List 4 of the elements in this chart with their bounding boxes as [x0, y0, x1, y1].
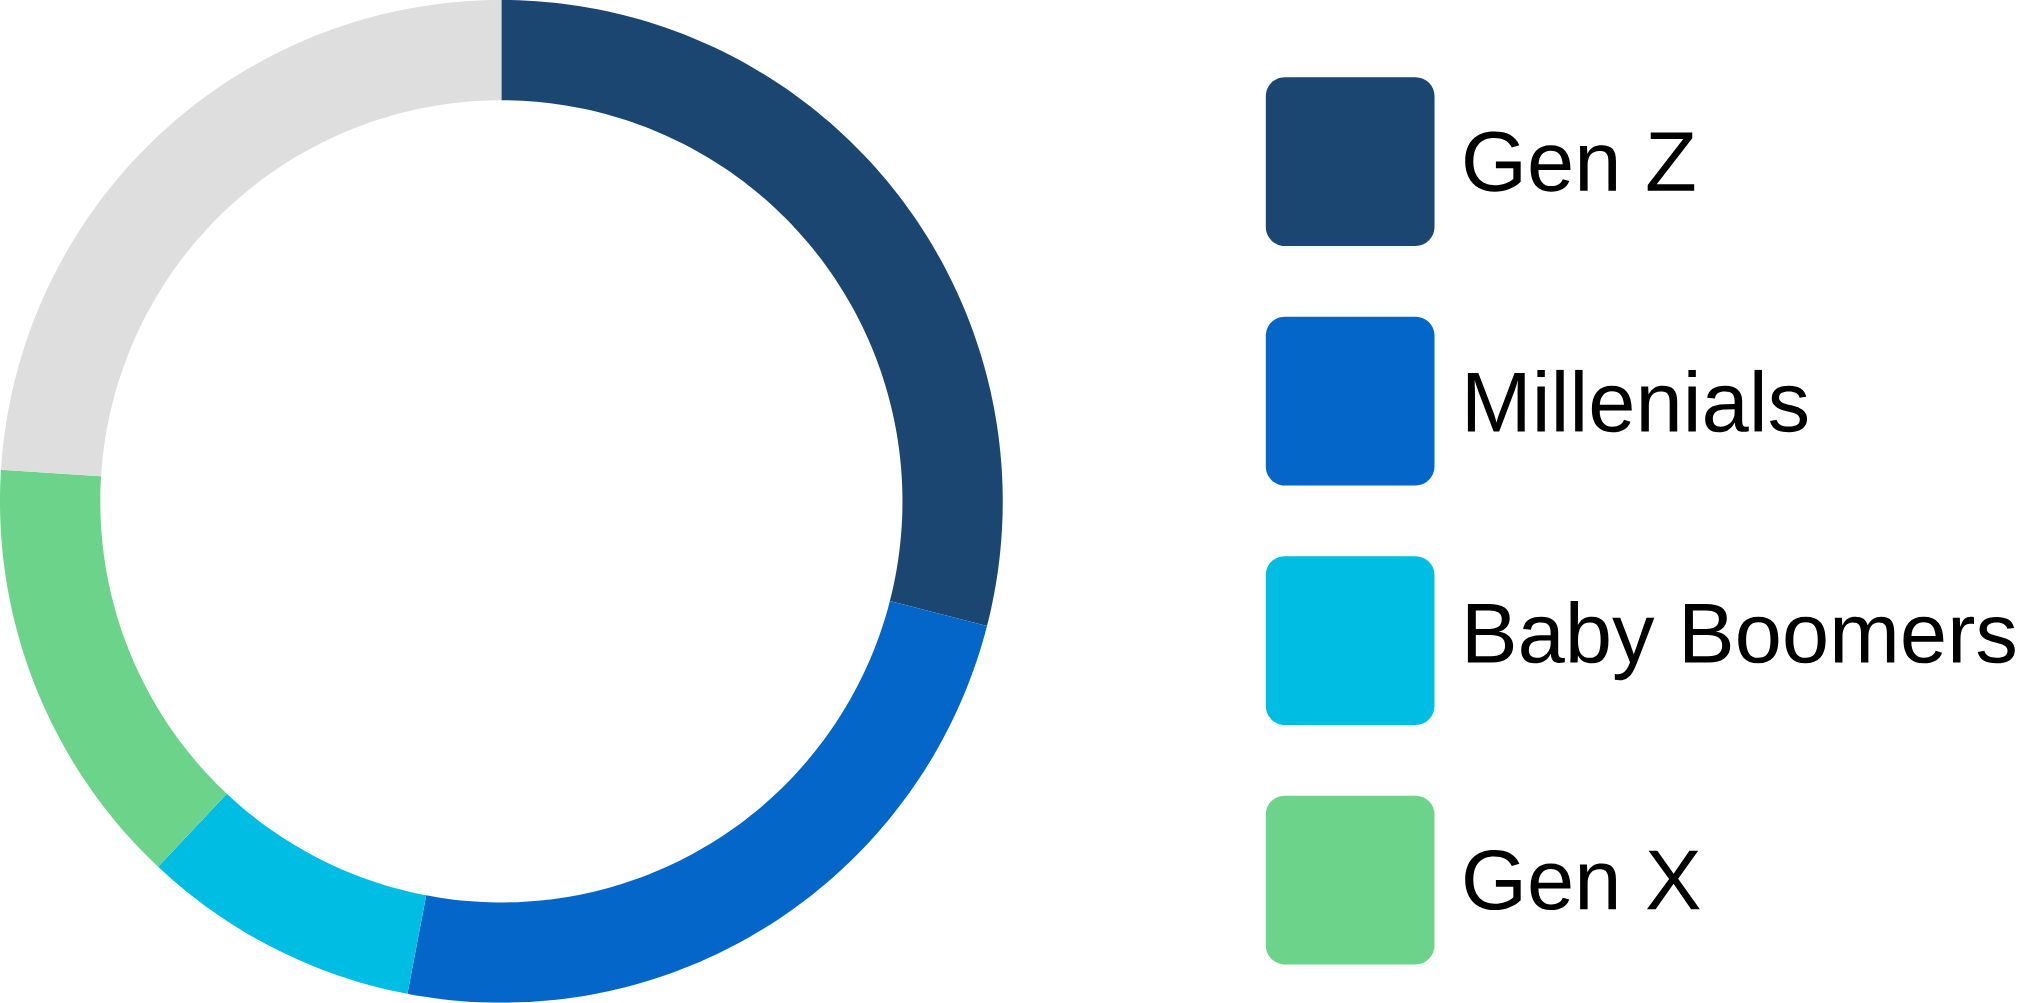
legend-label: Gen Z — [1465, 131, 1695, 192]
legend-label: Gen X — [1465, 850, 1700, 911]
legend-label: Millenials — [1467, 370, 1808, 433]
legend-label: Baby Boomers — [1467, 601, 2015, 681]
